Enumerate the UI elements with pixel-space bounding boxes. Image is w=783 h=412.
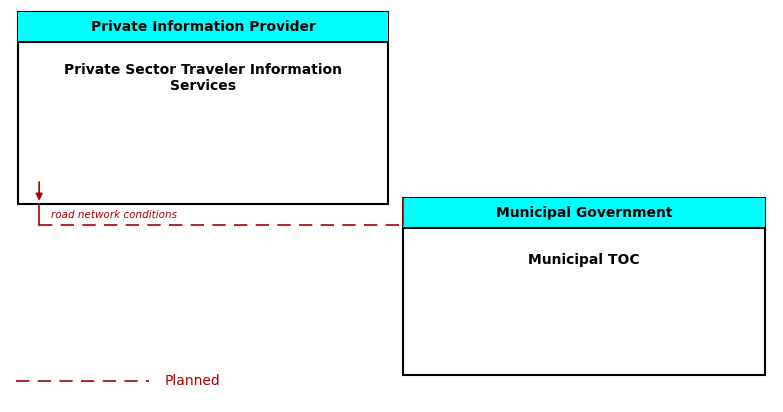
Bar xyxy=(18,12,388,204)
Text: Private Sector Traveler Information
Services: Private Sector Traveler Information Serv… xyxy=(64,63,342,93)
Text: road network conditions: road network conditions xyxy=(51,211,177,220)
Text: Municipal TOC: Municipal TOC xyxy=(529,253,640,267)
Text: Private Information Provider: Private Information Provider xyxy=(91,20,316,34)
Bar xyxy=(403,198,765,375)
Text: Planned: Planned xyxy=(164,374,220,388)
Bar xyxy=(18,12,388,42)
Bar xyxy=(403,198,765,228)
Text: Municipal Government: Municipal Government xyxy=(496,206,673,220)
